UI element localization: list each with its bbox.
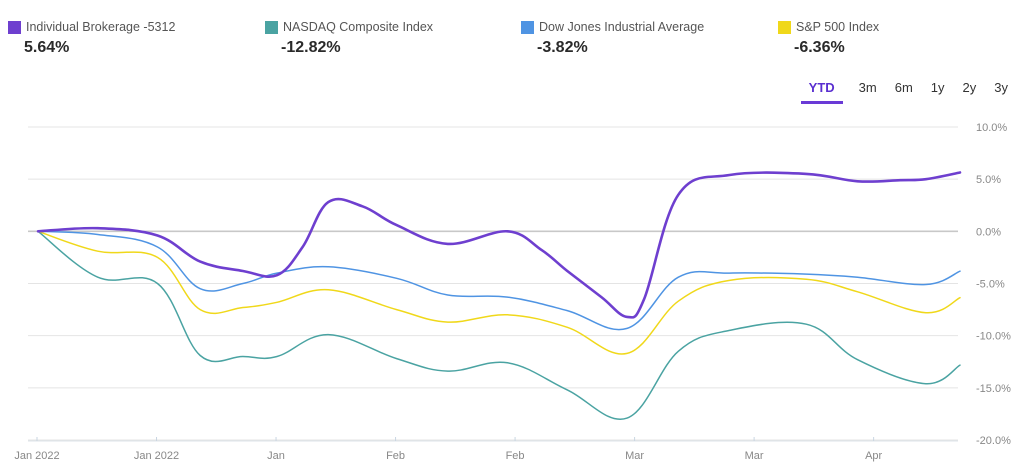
x-tick-label: Jan (267, 450, 285, 462)
y-tick-label: -15.0% (976, 383, 1011, 395)
legend-value: -6.36% (794, 39, 845, 56)
legend-name: Dow Jones Industrial Average (539, 20, 705, 34)
legend-value: -12.82% (281, 39, 341, 56)
x-tick-label: Jan 2022 (134, 450, 179, 462)
x-tick-label: Apr (865, 450, 882, 462)
range-ytd-button[interactable]: YTD (800, 80, 843, 104)
x-tick-label: Mar (745, 450, 764, 462)
y-tick-label: 5.0% (976, 174, 1001, 186)
range-3m-button[interactable]: 3m (858, 80, 877, 95)
legend-swatch-sp500 (778, 20, 791, 34)
legend-swatch-nasdaq (265, 20, 278, 34)
legend-name: NASDAQ Composite Index (283, 20, 434, 34)
series-line-s-p-500-index (37, 230, 961, 355)
range-2y-button[interactable]: 2y (962, 80, 977, 95)
series-line-dow-jones-industrial-average (37, 230, 961, 331)
legend: Individual Brokerage -5312 5.64% NASDAQ … (8, 18, 1024, 62)
y-tick-label: 10.0% (976, 122, 1007, 134)
legend-item-dow[interactable]: Dow Jones Industrial Average -3.82% (521, 18, 704, 57)
x-tick-label: Feb (386, 450, 405, 462)
range-1y-button[interactable]: 1y (930, 80, 945, 95)
legend-item-sp500[interactable]: S&P 500 Index -6.36% (778, 18, 879, 57)
grid-lines (28, 126, 958, 441)
legend-value: -3.82% (537, 39, 588, 56)
range-6m-button[interactable]: 6m (894, 80, 913, 95)
y-tick-label: -5.0% (976, 279, 1005, 291)
series-line-nasdaq-composite-index (37, 230, 961, 421)
series-line-individual-brokerage-5312 (36, 171, 962, 319)
range-3y-button[interactable]: 3y (994, 80, 1008, 95)
legend-item-nasdaq[interactable]: NASDAQ Composite Index -12.82% (265, 18, 433, 57)
y-axis-ticks: 10.0% 5.0% 0.0% -5.0% -10.0% -15.0% -20.0% (976, 122, 1011, 447)
x-axis: Jan 2022 Jan 2022 Jan Feb Feb Mar Mar Apr (14, 437, 958, 462)
y-tick-label: 0.0% (976, 226, 1001, 238)
time-range-selector: YTD 3m 6m 1y 2y 3y (787, 80, 1010, 104)
x-tick-label: Mar (625, 450, 644, 462)
y-tick-label: -10.0% (976, 331, 1011, 343)
legend-swatch-brokerage (8, 20, 21, 34)
series-lines (36, 171, 962, 421)
y-tick-label: -20.0% (976, 435, 1011, 447)
legend-swatch-dow (521, 20, 534, 34)
legend-name: Individual Brokerage -5312 (26, 20, 176, 34)
legend-item-brokerage[interactable]: Individual Brokerage -5312 5.64% (8, 18, 175, 57)
legend-name: S&P 500 Index (796, 20, 880, 34)
x-tick-label: Feb (506, 450, 525, 462)
legend-value: 5.64% (24, 39, 70, 56)
x-tick-label: Jan 2022 (14, 450, 59, 462)
